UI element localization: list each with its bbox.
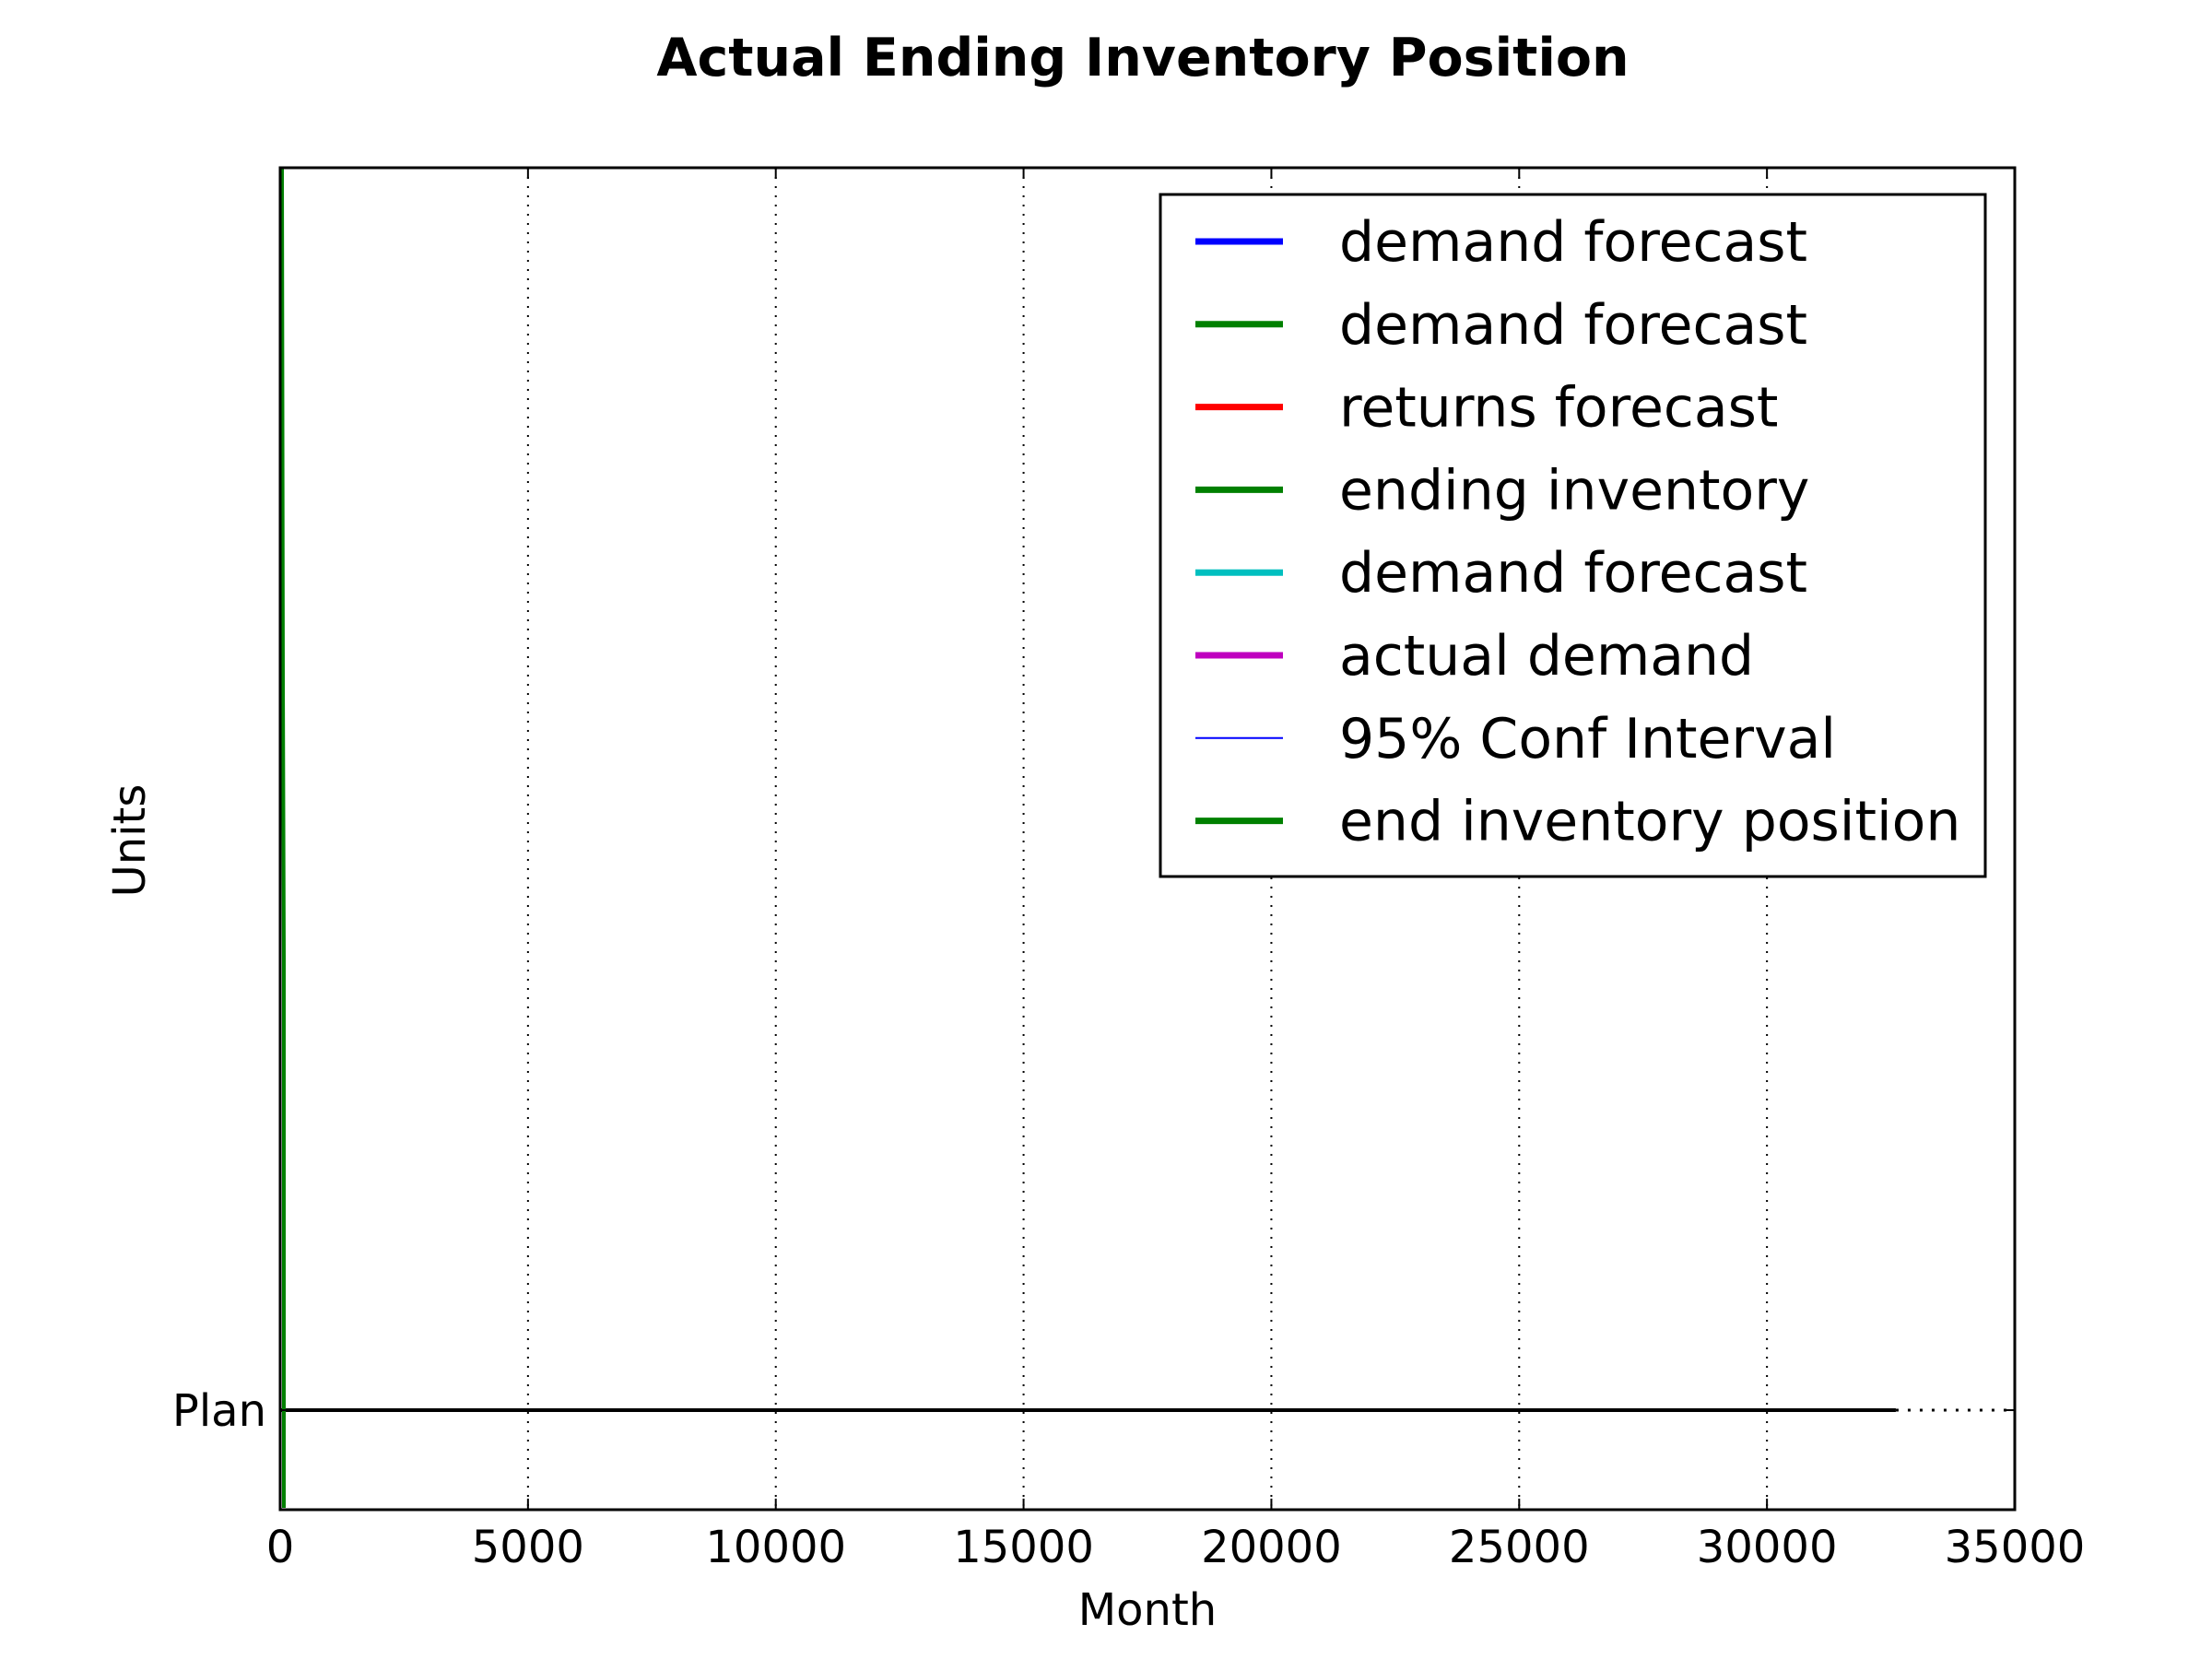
end-inventory-position-line [280,167,286,1508]
legend-label: 95% Conf Interval [1339,707,1836,771]
legend-box [1159,193,1987,878]
x-axis-ticks: 0 5000 10000 15000 20000 25000 30000 35000 [266,168,2086,1573]
legend-label: demand forecast [1339,541,1807,606]
legend-label: actual demand [1339,624,1754,688]
x-tick-label: 30000 [1697,1522,1838,1573]
legend-label: end inventory position [1339,790,1960,854]
x-tick-label: 5000 [472,1522,584,1573]
chart-title: Actual Ending Inventory Position [656,28,1629,88]
y-tick-label-plan: Plan [172,1385,266,1437]
series-lines [280,167,2015,1508]
x-axis-label: Month [1078,1584,1217,1636]
legend-label: ending inventory [1339,458,1809,523]
x-tick-label: 25000 [1449,1522,1590,1573]
legend-label: returns forecast [1339,376,1778,441]
x-tick-label: 20000 [1201,1522,1342,1573]
legend-label: demand forecast [1339,210,1807,275]
x-tick-label: 15000 [953,1522,1094,1573]
x-tick-label: 10000 [705,1522,846,1573]
plot-area-frame [278,166,2017,1512]
x-tick-label: 35000 [1945,1522,2086,1573]
legend-label: demand forecast [1339,293,1807,358]
y-axis-label: Units [104,784,156,898]
y-axis-ticks: Plan [172,1385,2015,1437]
legend: demand forecast demand forecast returns fo… [1159,193,1987,878]
x-tick-label: 0 [266,1522,295,1573]
